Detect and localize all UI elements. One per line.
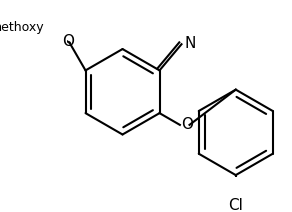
Text: N: N xyxy=(185,36,196,51)
Text: Cl: Cl xyxy=(228,198,243,212)
Text: methoxy: methoxy xyxy=(0,21,44,34)
Text: O: O xyxy=(181,117,193,132)
Text: O: O xyxy=(62,33,74,49)
